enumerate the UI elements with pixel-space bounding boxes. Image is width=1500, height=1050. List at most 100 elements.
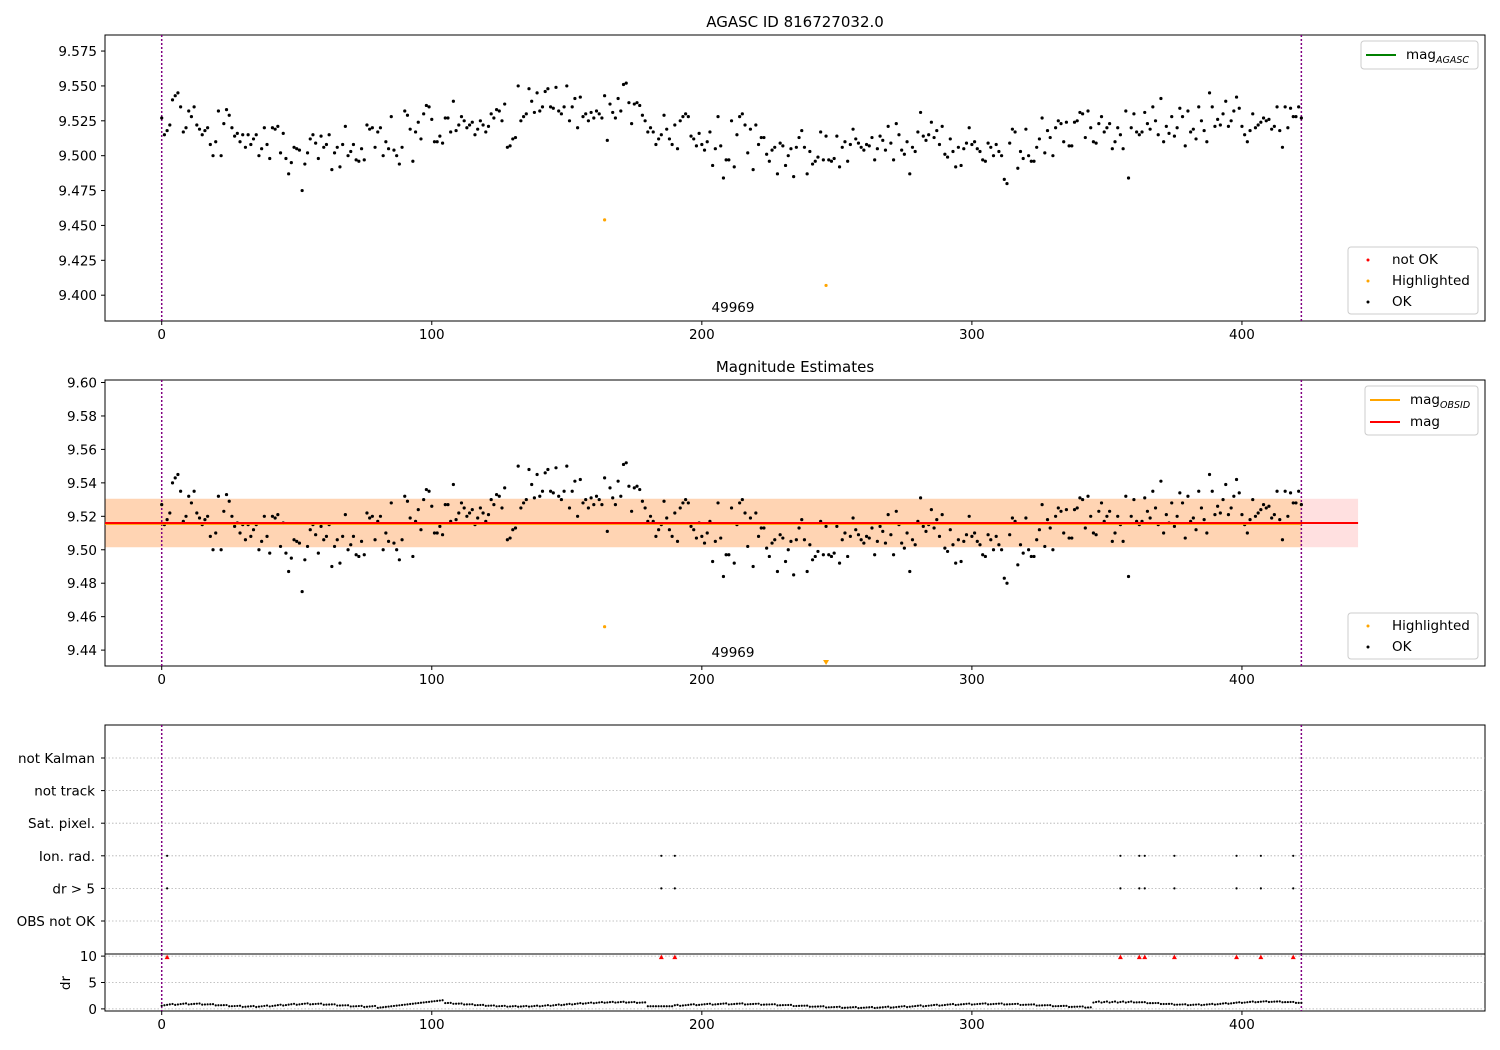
ok-point bbox=[635, 101, 639, 105]
ok-point bbox=[389, 115, 393, 119]
dr-point bbox=[754, 1002, 757, 1005]
dr-point bbox=[236, 1004, 239, 1008]
dr-point bbox=[503, 1004, 506, 1007]
ok-point bbox=[665, 127, 669, 131]
dr-point bbox=[260, 1005, 263, 1008]
ok-point bbox=[1261, 503, 1266, 507]
flag-point bbox=[1173, 887, 1176, 890]
ok-point bbox=[354, 158, 358, 162]
ok-point bbox=[1035, 145, 1039, 149]
ok-point bbox=[848, 534, 852, 538]
dr-point bbox=[330, 1003, 333, 1006]
ok-point bbox=[1105, 514, 1109, 518]
dr-point bbox=[571, 1003, 574, 1006]
ok-point bbox=[870, 135, 874, 140]
ok-point bbox=[413, 130, 418, 134]
dr-point bbox=[930, 1004, 933, 1007]
ok-point bbox=[746, 151, 750, 155]
ok-point bbox=[322, 538, 326, 542]
dr-point bbox=[535, 1004, 539, 1007]
ok-point bbox=[759, 135, 763, 140]
dr-point bbox=[508, 1005, 512, 1008]
dr-capped-marker bbox=[164, 954, 170, 960]
panel4-xtick-label: 0 bbox=[157, 1017, 166, 1033]
dr-point bbox=[1297, 1001, 1300, 1004]
ok-point bbox=[867, 536, 871, 540]
ok-point bbox=[678, 119, 682, 123]
ok-point bbox=[1221, 112, 1225, 116]
ok-point bbox=[584, 497, 588, 502]
ok-point bbox=[1189, 130, 1193, 134]
ok-point bbox=[789, 147, 793, 151]
ok-point bbox=[535, 472, 539, 477]
ok-point bbox=[346, 154, 350, 158]
dr-point bbox=[1181, 1003, 1184, 1006]
ok-point bbox=[1218, 511, 1222, 515]
ok-point bbox=[846, 159, 850, 163]
ok-point bbox=[554, 85, 558, 89]
ok-point bbox=[840, 145, 844, 149]
dr-point bbox=[627, 1001, 631, 1004]
ok-point bbox=[1232, 109, 1236, 113]
dr-point bbox=[214, 1004, 217, 1007]
ok-point bbox=[1121, 147, 1125, 151]
ok-point bbox=[848, 142, 852, 147]
dr-point bbox=[1105, 1000, 1109, 1003]
ok-point bbox=[211, 154, 215, 158]
ok-point bbox=[673, 511, 677, 515]
ok-point bbox=[640, 113, 645, 117]
ok-point bbox=[505, 145, 509, 149]
ok-point bbox=[586, 119, 591, 123]
ok-point bbox=[378, 514, 383, 518]
ok-point bbox=[208, 534, 212, 538]
ok-point bbox=[516, 84, 520, 88]
dr-point bbox=[1005, 1003, 1009, 1006]
dr-point bbox=[554, 1003, 558, 1007]
ok-point bbox=[257, 154, 261, 158]
dr-point bbox=[1084, 1006, 1087, 1009]
ok-point bbox=[443, 503, 447, 507]
ok-point bbox=[1270, 127, 1274, 131]
ok-point bbox=[1010, 127, 1014, 131]
dr-point bbox=[1159, 1002, 1163, 1006]
ok-point bbox=[235, 131, 239, 135]
dr-point bbox=[522, 1005, 525, 1008]
ok-point bbox=[1099, 115, 1104, 119]
ok-point bbox=[1021, 551, 1025, 555]
ok-point bbox=[305, 544, 310, 549]
ok-point bbox=[416, 120, 420, 124]
dr-point bbox=[1103, 1000, 1106, 1004]
ok-point bbox=[316, 551, 320, 555]
ok-point bbox=[1272, 513, 1276, 517]
panel2-legend-markers: Highlighted OK bbox=[1347, 612, 1479, 660]
ok-point bbox=[1132, 112, 1136, 116]
dr-point bbox=[454, 1002, 458, 1005]
dr-point bbox=[230, 1005, 234, 1008]
ok-point bbox=[1226, 513, 1231, 517]
ok-point bbox=[1221, 497, 1225, 502]
panel2-ytick-label: 9.56 bbox=[67, 442, 97, 458]
panel1-legend-markers: not OK Highlighted OK bbox=[1347, 246, 1479, 315]
dr-point bbox=[1176, 1003, 1179, 1006]
ok-point bbox=[1183, 536, 1187, 540]
ok-point bbox=[1245, 531, 1249, 535]
dr-point bbox=[878, 1006, 882, 1009]
dr-point bbox=[1281, 1001, 1284, 1004]
ok-point bbox=[532, 496, 536, 500]
ok-point bbox=[197, 516, 202, 520]
ok-point bbox=[565, 84, 569, 88]
dr-point bbox=[997, 1002, 1000, 1005]
dr-point bbox=[217, 1004, 220, 1007]
dr-point bbox=[652, 1005, 655, 1008]
dr-point bbox=[800, 1004, 803, 1007]
ok-point bbox=[1224, 482, 1228, 487]
ok-point bbox=[392, 541, 396, 545]
ok-point bbox=[1286, 126, 1290, 130]
dr-point bbox=[562, 1003, 566, 1006]
dr-point bbox=[341, 1004, 344, 1007]
legend-marker-highlighted bbox=[1366, 279, 1370, 283]
flag-label: OBS not OK bbox=[17, 914, 97, 930]
ok-point bbox=[1062, 140, 1066, 144]
dr-point bbox=[617, 1001, 620, 1004]
